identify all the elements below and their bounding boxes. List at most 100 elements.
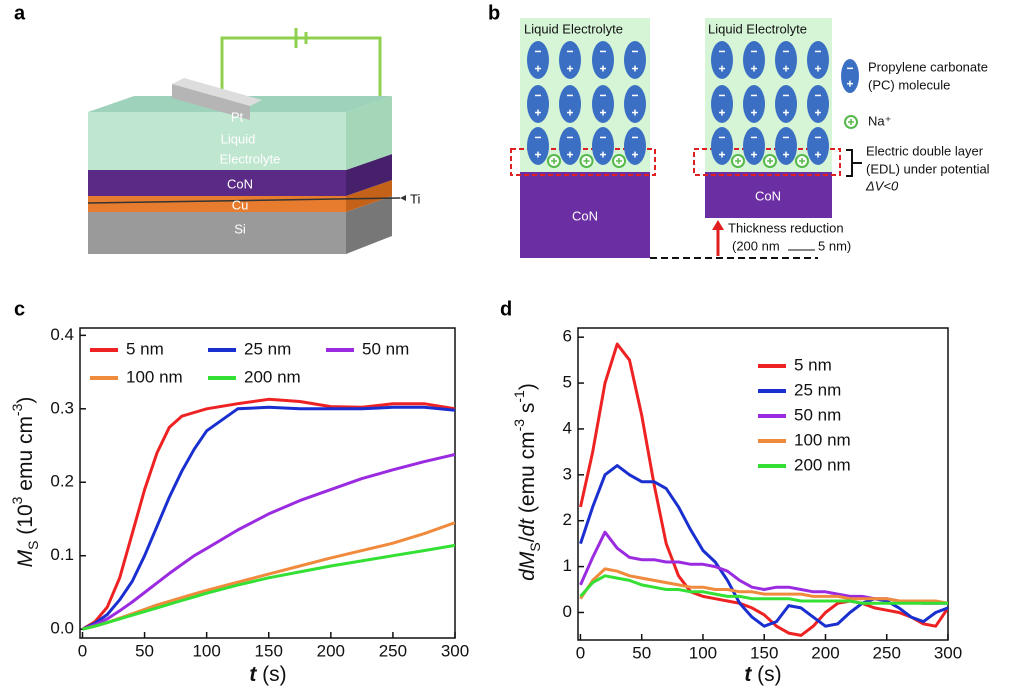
x-tick-label: 250 <box>873 643 901 662</box>
x-tick-label: 0 <box>576 643 585 662</box>
data-line <box>81 452 455 631</box>
legend-label: 50 nm <box>362 339 409 358</box>
thickness-label: 5 nm) <box>818 238 851 253</box>
region-label: Liquid Electrolyte <box>708 21 807 36</box>
y-axis-label: MS (103 emu cm-3) <box>9 397 41 568</box>
x-axis-label: t (s) <box>249 663 286 686</box>
y-axis-label: (emu cm <box>516 431 539 519</box>
panel-label: a <box>14 2 26 24</box>
thickness-label: (200 nm <box>732 238 780 253</box>
layer-con <box>88 170 346 196</box>
edl-label: Electric double layer <box>866 143 984 158</box>
pc-molecule <box>743 41 765 79</box>
layer-side <box>346 96 392 170</box>
y-tick-label: 0.2 <box>50 472 74 491</box>
layer-label: Pt <box>231 109 244 124</box>
data-line <box>579 574 948 605</box>
y-axis-label: M <box>14 549 37 567</box>
x-axis-label: t (s) <box>744 663 781 686</box>
y-tick-label: 5 <box>563 373 572 392</box>
legend-label: 100 nm <box>126 367 183 386</box>
pc-molecule <box>775 127 797 165</box>
y-tick-label: 3 <box>563 464 572 483</box>
pc-molecule <box>807 85 829 123</box>
pt-electrode <box>172 84 250 120</box>
layer-electrolyte <box>88 112 346 170</box>
legend-label: 5 nm <box>794 355 832 374</box>
y-axis-label: d <box>516 568 539 581</box>
con-film <box>520 172 650 258</box>
x-tick-label: 150 <box>750 643 778 662</box>
layer-side <box>346 180 392 212</box>
arrow <box>400 195 406 201</box>
y-tick-label: 0.0 <box>50 619 74 638</box>
y-tick-label: 0 <box>563 602 572 621</box>
pc-molecule <box>624 85 646 123</box>
x-axis-label: t <box>744 663 752 686</box>
pc-molecule <box>592 127 614 165</box>
y-axis-label: / <box>516 536 539 542</box>
plot-frame <box>577 327 949 641</box>
layer-label: CoN <box>227 176 253 191</box>
edl-label: (EDL) under potential <box>866 161 990 176</box>
x-tick-label: 0 <box>78 641 87 660</box>
pc-molecule <box>527 85 549 123</box>
chart: 0 50 100 150 200 250 300 0 1 2 3 4 5 6 5 nm 25 nm 50 nm 1… <box>563 327 963 663</box>
y-tick-label: 1 <box>563 556 572 575</box>
layer-ti <box>87 197 401 204</box>
y-axis-label: M <box>516 551 539 569</box>
y-tick-label: 2 <box>563 510 572 529</box>
legend-label: Propylene carbonate <box>868 59 988 74</box>
y-axis-label: ) <box>14 397 37 404</box>
x-axis-label: (s) <box>751 663 781 686</box>
thickness-label: Thickness reduction <box>728 220 844 235</box>
chart: 0 50 100 150 200 250 300 0.0 0.1 0.2 0.3 0.4 5 nm 25 … <box>50 325 469 661</box>
pc-molecule <box>559 41 581 79</box>
y-axis-label: s <box>516 403 539 419</box>
pc-molecule <box>711 127 733 165</box>
legend-label: 200 nm <box>794 455 851 474</box>
x-axis-label: t <box>249 663 257 686</box>
y-tick-label: 4 <box>563 418 572 437</box>
y-axis-label: dt <box>516 518 539 537</box>
y-tick-label: 0.3 <box>50 398 74 417</box>
legend-label: (PC) molecule <box>868 77 950 92</box>
x-tick-label: 200 <box>317 641 345 660</box>
layer-label: Ti <box>410 191 420 206</box>
device-diagram: Pt Liquid Electrolyte CoN Cu Si Ti <box>87 28 420 254</box>
legend-label: 100 nm <box>794 430 851 449</box>
pc-molecule <box>841 59 859 93</box>
legend-label: 5 nm <box>126 339 164 358</box>
data-line <box>81 405 455 631</box>
arrow <box>712 220 724 230</box>
y-tick-label: 0.4 <box>50 325 74 344</box>
x-tick-label: 300 <box>441 641 469 660</box>
layer-label: Liquid <box>221 131 256 146</box>
pt-electrode <box>172 78 262 106</box>
x-axis-label: (s) <box>256 663 286 686</box>
layer-label: Electrolyte <box>220 151 281 166</box>
y-axis-label: -1 <box>511 390 527 403</box>
legend-label: 25 nm <box>794 380 841 399</box>
region-label: Liquid Electrolyte <box>524 21 623 36</box>
pc-molecule <box>624 41 646 79</box>
data-line <box>82 543 455 631</box>
y-axis-label: -3 <box>9 403 25 416</box>
legend-label: Na⁺ <box>868 113 891 128</box>
pc-molecule <box>743 85 765 123</box>
pc-molecule <box>559 85 581 123</box>
edl-diagram: Liquid Electrolyte Liquid Electrolyte Co… <box>510 18 990 259</box>
y-axis-label: S <box>25 541 41 550</box>
data-line <box>579 567 948 605</box>
layer-cu <box>88 196 346 212</box>
panel-label: d <box>500 298 512 320</box>
region-label: CoN <box>755 188 781 203</box>
legend-label: 25 nm <box>244 339 291 358</box>
pc-molecule <box>527 41 549 79</box>
pc-molecule <box>559 127 581 165</box>
edl-box <box>510 148 656 176</box>
x-tick-label: 250 <box>379 641 407 660</box>
x-tick-label: 300 <box>934 643 962 662</box>
x-tick-label: 50 <box>135 641 154 660</box>
